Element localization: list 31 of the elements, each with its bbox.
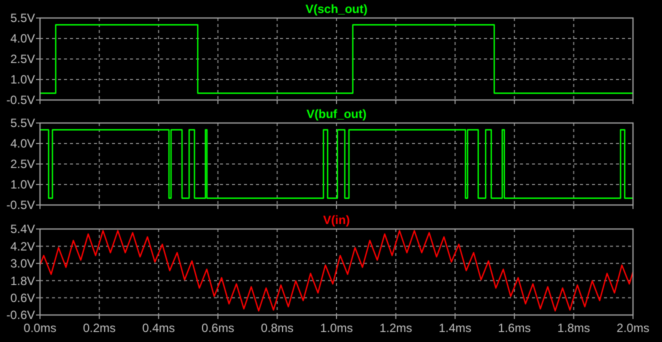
- x-tick-label: 0.8ms: [260, 321, 294, 335]
- line-series: [39, 230, 634, 312]
- x-tick-label: 0.0ms: [24, 321, 56, 335]
- x-tick-label: 0.4ms: [142, 321, 175, 335]
- y-tick-label: -0.5V: [6, 198, 35, 212]
- y-tick-label: -0.6V: [6, 308, 35, 322]
- chart-title: V(buf_out): [306, 107, 366, 121]
- y-tick-label: 3.0V: [10, 256, 35, 271]
- y-tick-label: 4.0V: [10, 32, 35, 46]
- x-tick-label: 2.0ms: [616, 321, 650, 335]
- y-tick-label: 1.0V: [10, 72, 35, 87]
- y-tick-label: -0.5V: [6, 93, 35, 108]
- y-tick-label: 1.8V: [10, 274, 35, 288]
- x-tick-label: 1.6ms: [498, 321, 531, 335]
- y-tick-label: 2.5V: [10, 52, 35, 66]
- chart-title: V(in): [323, 213, 350, 227]
- y-tick-label: 5.5V: [10, 11, 35, 26]
- x-tick-label: 0.2ms: [82, 321, 116, 335]
- y-tick-label: 0.6V: [10, 291, 35, 305]
- x-tick-label: 1.8ms: [557, 321, 590, 335]
- y-tick-label: 2.5V: [10, 157, 35, 172]
- chart-title: V(sch_out): [305, 2, 368, 16]
- x-tick-label: 1.4ms: [438, 321, 472, 335]
- x-tick-label: 1.0ms: [320, 321, 353, 335]
- y-tick-label: 5.4V: [10, 222, 35, 236]
- y-tick-label: 1.0V: [10, 178, 35, 192]
- y-tick-label: 4.0V: [10, 136, 35, 151]
- x-tick-label: 1.2ms: [379, 321, 412, 335]
- y-tick-label: 5.5V: [10, 116, 35, 130]
- x-tick-label: 0.6ms: [202, 321, 234, 335]
- y-tick-label: 4.2V: [10, 239, 35, 254]
